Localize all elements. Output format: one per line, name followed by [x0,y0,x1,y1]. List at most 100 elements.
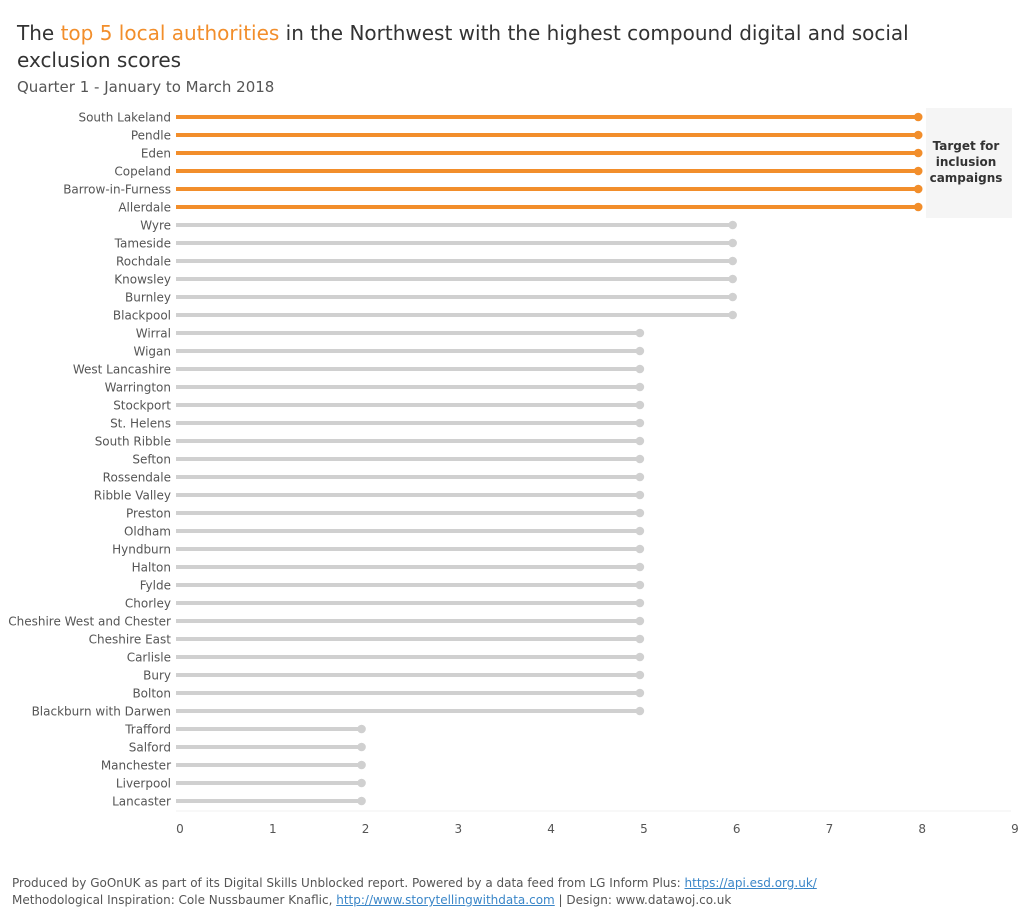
title-highlight: top 5 local authorities [60,21,280,45]
lollipop-dot [635,562,645,572]
category-label: Hyndburn [112,543,171,557]
lollipop-dot [635,580,645,590]
annotation-bg [926,108,1012,218]
chart-marks: South Lakeland Pendle Eden Copeland Barrow-i… [8,111,923,809]
x-axis-ticks: 0 1 2 3 4 5 6 7 8 9 [176,822,1019,836]
category-label: South Ribble [95,435,171,449]
chart-title: The top 5 local authorities in the North… [17,20,1007,74]
lollipop-dot [728,238,737,248]
footer: Produced by GoOnUK as part of its Digita… [12,875,817,909]
x-tick-label: 1 [269,822,277,836]
category-label: Fylde [140,579,171,593]
lollipop-dot [357,724,366,734]
category-label: Rochdale [116,255,171,269]
category-label: Warrington [105,381,171,395]
category-label: Manchester [101,759,171,773]
footer-credit: Produced by GoOnUK as part of its Digita… [12,876,685,890]
lollipop-dot [357,796,366,806]
lollipop-dot [728,274,737,284]
lollipop-dot [635,526,645,536]
lollipop-dot [635,436,645,446]
category-label: Knowsley [114,273,171,287]
annotation-text-line: Target for [933,139,1000,153]
chart-subtitle: Quarter 1 - January to March 2018 [17,78,275,96]
category-label: Wirral [136,327,171,341]
storytelling-link[interactable]: http://www.storytellingwithdata.com [336,893,555,907]
category-label: Carlisle [127,651,171,665]
footer-line-2: Methodological Inspiration: Cole Nussbau… [12,892,817,909]
category-label: St. Helens [110,417,171,431]
lollipop-dot [635,616,645,626]
category-label: Salford [129,741,171,755]
title-prefix: The [17,21,61,45]
lollipop-dot [635,454,645,464]
lollipop-dot [913,184,923,194]
category-label: Cheshire East [89,633,172,647]
x-tick-label: 4 [547,822,555,836]
lollipop-dot [635,652,645,662]
lollipop-dot [913,148,923,158]
category-label: Wigan [133,345,171,359]
annotation-text-line: inclusion [936,155,996,169]
x-tick-label: 6 [733,822,741,836]
lollipop-chart: Target for inclusion campaigns South Lakel… [8,108,1019,836]
category-label: Preston [126,507,171,521]
category-label: Burnley [125,291,171,305]
footer-design: | Design: www.datawoj.co.uk [554,893,732,907]
lollipop-dot [635,400,645,410]
lollipop-dot [635,508,645,518]
lollipop-dot [913,112,923,122]
x-tick-label: 0 [176,822,184,836]
category-label: Copeland [114,165,171,179]
lollipop-dot [635,706,645,716]
category-label: Blackburn with Darwen [32,705,171,719]
category-label: Bury [143,669,171,683]
category-label: Oldham [124,525,171,539]
lollipop-dot [635,472,645,482]
lollipop-dot [728,256,737,266]
category-label: West Lancashire [73,363,171,377]
category-label: Allerdale [118,201,171,215]
category-label: Eden [141,147,171,161]
category-label: Ribble Valley [94,489,171,503]
lollipop-dot [635,382,645,392]
category-label: Chorley [125,597,171,611]
x-tick-label: 9 [1011,822,1019,836]
category-label: Pendle [131,129,171,143]
lollipop-dot [635,346,645,356]
category-label: Blackpool [113,309,171,323]
lollipop-dot [635,634,645,644]
annotation-box: Target for inclusion campaigns [926,108,1012,218]
footer-line-1: Produced by GoOnUK as part of its Digita… [12,875,817,892]
annotation-text-line: campaigns [930,171,1003,185]
lollipop-dot [635,490,645,500]
lollipop-dot [635,598,645,608]
footer-inspiration: Methodological Inspiration: Cole Nussbau… [12,893,337,907]
x-tick-label: 7 [826,822,834,836]
lollipop-dot [357,760,366,770]
x-tick-label: 8 [918,822,926,836]
lollipop-dot [357,778,366,788]
lollipop-dot [635,364,645,374]
x-tick-label: 5 [640,822,648,836]
lollipop-dot [635,328,645,338]
lollipop-dot [357,742,366,752]
category-label: Stockport [113,399,171,413]
category-label: Bolton [132,687,171,701]
lollipop-dot [913,166,923,176]
category-label: Liverpool [116,777,171,791]
api-link[interactable]: https://api.esd.org.uk/ [684,876,817,890]
lollipop-dot [728,220,737,230]
lollipop-dot [728,310,737,320]
lollipop-dot [635,418,645,428]
category-label: South Lakeland [78,111,171,125]
lollipop-dot [728,292,737,302]
category-label: Trafford [124,723,171,737]
category-label: Tameside [114,237,171,251]
x-tick-label: 3 [455,822,463,836]
lollipop-dot [913,202,923,212]
category-label: Wyre [140,219,171,233]
category-label: Barrow-in-Furness [63,183,171,197]
lollipop-dot [913,130,923,140]
category-label: Lancaster [112,795,171,809]
